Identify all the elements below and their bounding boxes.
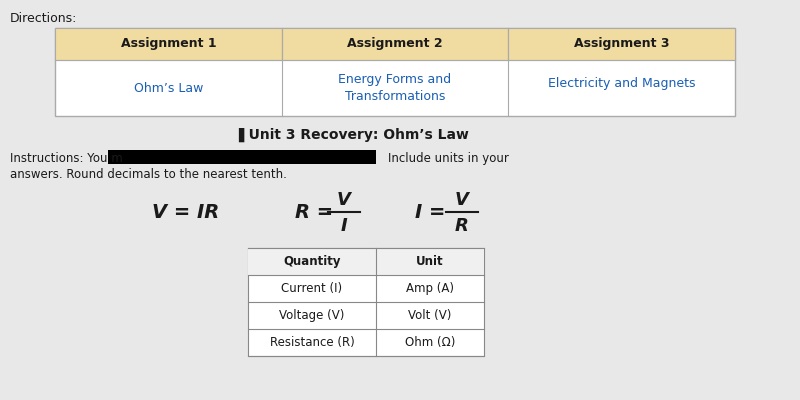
Text: V = IR: V = IR	[152, 202, 219, 222]
FancyBboxPatch shape	[508, 28, 735, 60]
Text: V: V	[455, 191, 469, 209]
Text: Volt (V): Volt (V)	[408, 309, 452, 322]
Text: Assignment 3: Assignment 3	[574, 38, 670, 50]
Text: answers. Round decimals to the nearest tenth.: answers. Round decimals to the nearest t…	[10, 168, 287, 181]
FancyBboxPatch shape	[282, 28, 508, 60]
Text: Include units in your: Include units in your	[388, 152, 509, 165]
Text: I: I	[341, 217, 347, 235]
FancyBboxPatch shape	[108, 150, 376, 164]
Text: Ohm (Ω): Ohm (Ω)	[405, 336, 455, 349]
Text: Directions:: Directions:	[10, 12, 78, 25]
Text: Unit: Unit	[416, 255, 444, 268]
Text: Current (I): Current (I)	[282, 282, 342, 295]
Text: I =: I =	[415, 202, 446, 222]
Text: V: V	[337, 191, 351, 209]
Text: Instructions: You m: Instructions: You m	[10, 152, 122, 165]
Text: R: R	[455, 217, 469, 235]
Text: Electricity and Magnets: Electricity and Magnets	[548, 78, 695, 90]
Text: Ohm’s Law: Ohm’s Law	[134, 82, 203, 94]
FancyBboxPatch shape	[55, 28, 282, 60]
Text: Amp (A): Amp (A)	[406, 282, 454, 295]
FancyBboxPatch shape	[248, 248, 484, 356]
Text: Assignment 1: Assignment 1	[121, 38, 216, 50]
Text: Quantity: Quantity	[283, 255, 341, 268]
Text: Voltage (V): Voltage (V)	[279, 309, 345, 322]
Text: Assignment 2: Assignment 2	[347, 38, 443, 50]
FancyBboxPatch shape	[248, 248, 484, 275]
Text: Resistance (R): Resistance (R)	[270, 336, 354, 349]
Text: R =: R =	[295, 202, 333, 222]
Text: ▌Unit 3 Recovery: Ohm’s Law: ▌Unit 3 Recovery: Ohm’s Law	[238, 128, 469, 142]
Text: Energy Forms and
Transformations: Energy Forms and Transformations	[338, 73, 451, 103]
FancyBboxPatch shape	[55, 28, 735, 116]
